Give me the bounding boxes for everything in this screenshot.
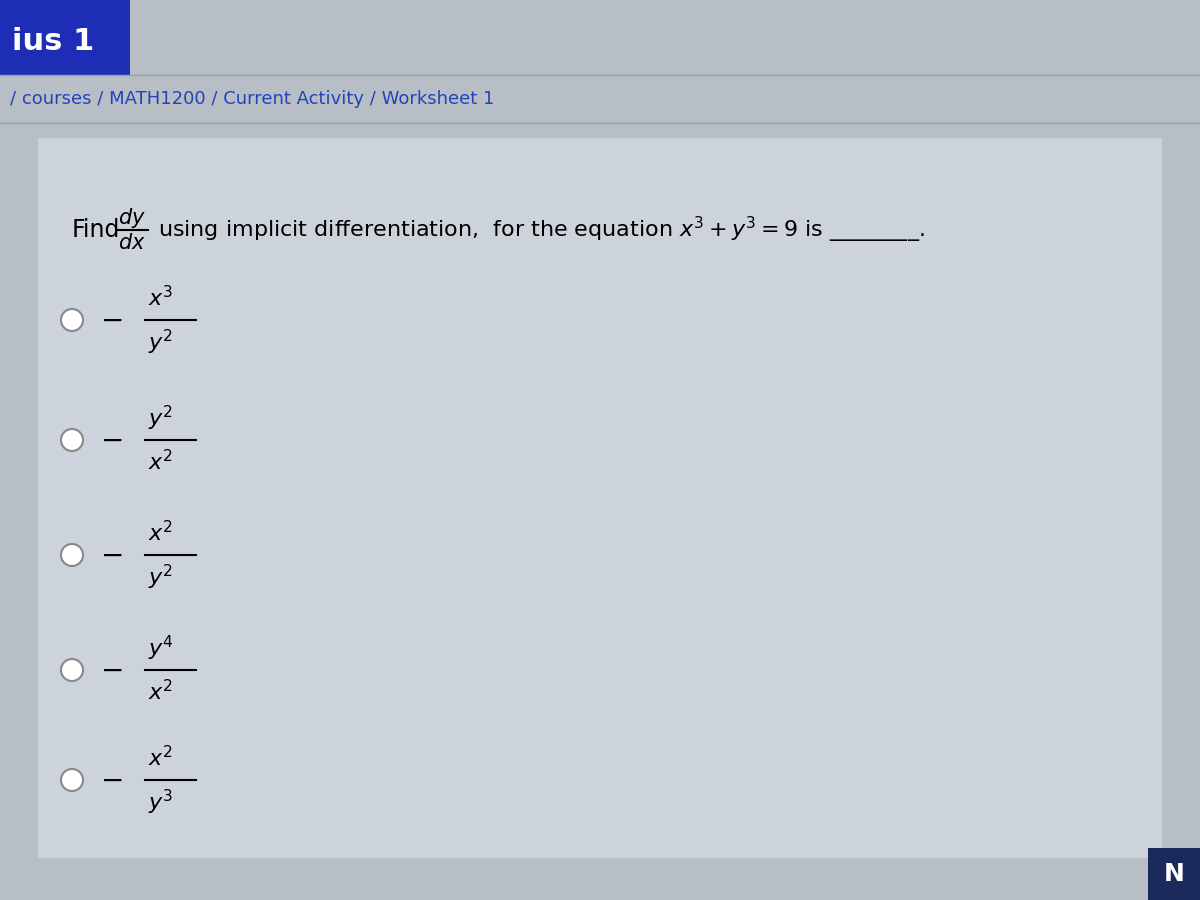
Circle shape [61,544,83,566]
Text: $y^4$: $y^4$ [148,634,174,662]
Text: $x^2$: $x^2$ [148,680,173,705]
Circle shape [61,659,83,681]
Text: $-$: $-$ [100,766,122,794]
Text: $-$: $-$ [100,541,122,569]
Text: using implicit differentiation,  for the equation $x^3 + y^3 = 9$ is ________.: using implicit differentiation, for the … [158,215,925,245]
Text: $x^2$: $x^2$ [148,520,173,545]
Text: $y^2$: $y^2$ [148,403,173,433]
Text: $y^2$: $y^2$ [148,328,173,356]
Text: $-$: $-$ [100,426,122,454]
FancyBboxPatch shape [1148,848,1200,900]
Circle shape [61,429,83,451]
Text: $x^2$: $x^2$ [148,745,173,770]
Text: $y^2$: $y^2$ [148,562,173,591]
Text: $x^2$: $x^2$ [148,449,173,474]
Text: $dy$: $dy$ [118,206,146,230]
Text: $-$: $-$ [100,656,122,684]
Text: N: N [1164,862,1184,886]
FancyBboxPatch shape [0,0,130,75]
Text: $x^3$: $x^3$ [148,285,173,310]
Text: / courses / MATH1200 / Current Activity / Worksheet 1: / courses / MATH1200 / Current Activity … [10,90,494,108]
Text: $y^3$: $y^3$ [148,788,173,816]
Text: $dx$: $dx$ [118,233,145,253]
Text: Find: Find [72,218,120,242]
Circle shape [61,309,83,331]
Circle shape [61,769,83,791]
Text: ius 1: ius 1 [12,28,95,57]
FancyBboxPatch shape [38,138,1162,858]
FancyBboxPatch shape [0,75,1200,123]
Text: $-$: $-$ [100,306,122,334]
